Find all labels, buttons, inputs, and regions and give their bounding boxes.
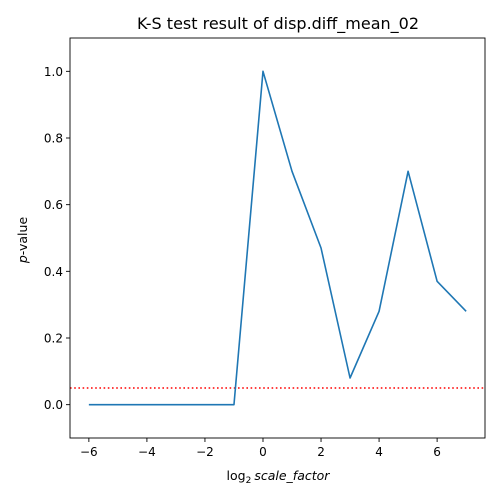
- x-tick-label: 6: [433, 445, 441, 459]
- y-tick-label: 0.6: [44, 198, 63, 212]
- plot-area: −6 −4 −2 0 2 4 6 0.0 0.2 0.4 0.6 0.8 1.0: [44, 37, 486, 459]
- y-tick-label: 0.4: [44, 265, 63, 279]
- y-tick-label: 0.8: [44, 132, 63, 146]
- axes-frame: [69, 37, 486, 439]
- y-tick-label: 0.0: [44, 398, 63, 412]
- x-tick-label: 4: [375, 445, 383, 459]
- series-line-0: [88, 70, 467, 406]
- x-tick-label: 2: [317, 445, 325, 459]
- y-tick-label: 1.0: [44, 65, 63, 79]
- x-axis-label: log2 scale_factor: [227, 468, 331, 486]
- x-tick-label: 0: [259, 445, 267, 459]
- y-tick-label: 0.2: [44, 332, 63, 346]
- chart-title: K-S test result of disp.diff_mean_02: [137, 14, 419, 34]
- y-axis-label: p-value: [15, 217, 30, 265]
- x-tick-label: −6: [80, 445, 98, 459]
- x-tick-label: −2: [196, 445, 214, 459]
- x-tick-label: −4: [138, 445, 156, 459]
